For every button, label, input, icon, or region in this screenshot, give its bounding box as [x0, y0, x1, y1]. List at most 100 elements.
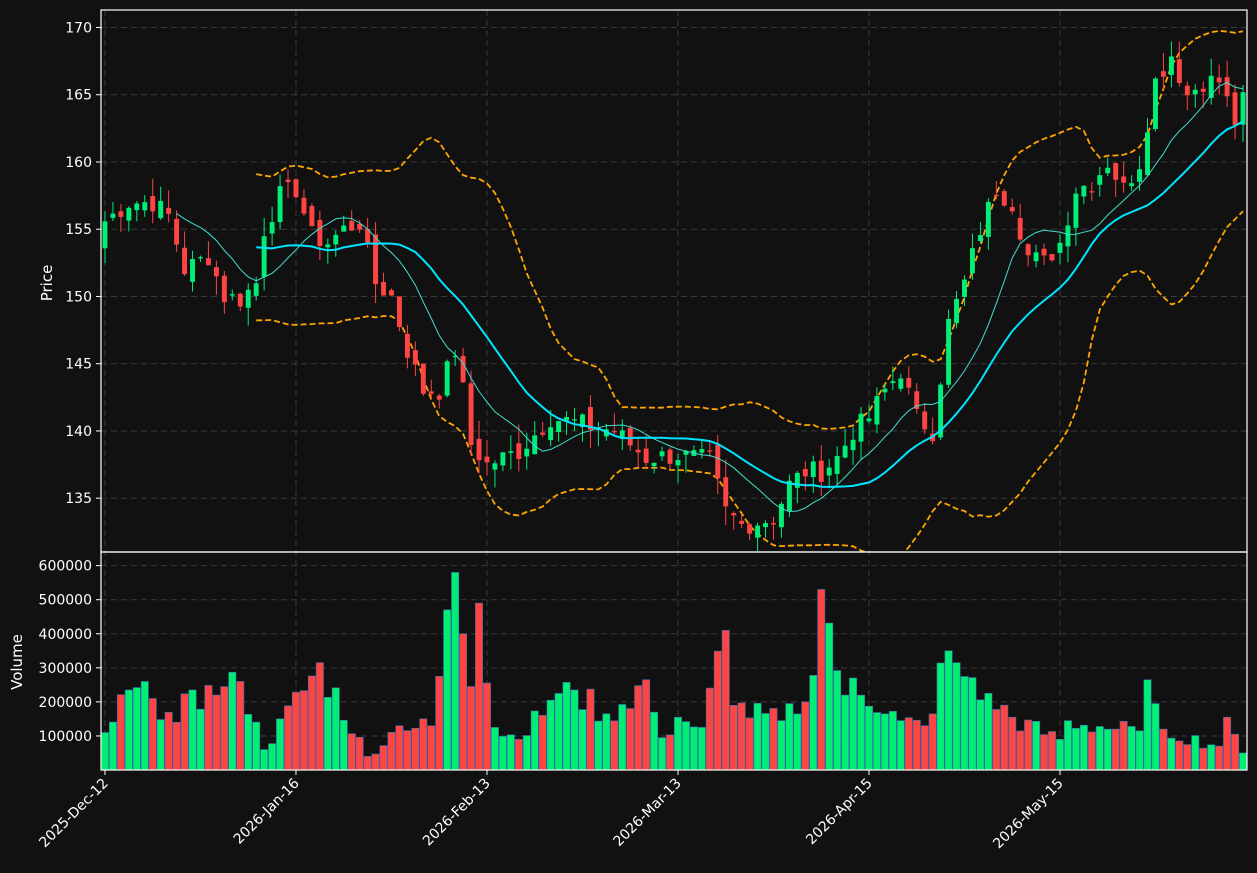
volume-bar	[483, 682, 491, 771]
candle-body	[1081, 185, 1087, 197]
volume-bar	[132, 687, 141, 771]
volume-tick-label: 500000	[39, 593, 92, 609]
volume-bar	[586, 688, 595, 771]
candle-body	[341, 225, 347, 232]
candle-body	[373, 234, 379, 285]
candle-body	[516, 443, 522, 459]
volume-bar	[124, 689, 133, 771]
volume-bar	[379, 745, 388, 771]
volume-bar	[721, 630, 730, 771]
candle-body	[850, 439, 856, 451]
candle-body	[786, 480, 792, 512]
candle-body	[810, 461, 816, 478]
volume-bar	[164, 712, 173, 771]
volume-bar	[228, 671, 237, 771]
volume-bar	[1040, 734, 1049, 771]
candle-body	[556, 421, 562, 433]
volume-bar	[578, 709, 587, 771]
volume-bar	[928, 713, 937, 771]
volume-bar	[220, 686, 229, 771]
candle-body	[396, 296, 402, 328]
candle-body	[1121, 176, 1127, 183]
candle-body	[1065, 225, 1071, 247]
volume-bar	[1159, 728, 1168, 771]
volume-bar	[865, 705, 873, 771]
candle-body	[524, 448, 530, 457]
volume-bar	[849, 677, 858, 771]
volume-bar	[809, 675, 818, 771]
volume-bar	[108, 721, 117, 771]
candle-body	[1145, 132, 1150, 176]
candle-body	[1216, 77, 1222, 83]
candle-body	[285, 179, 291, 183]
volume-bar	[140, 681, 149, 771]
candle-body	[468, 383, 474, 446]
candle-body	[938, 384, 944, 438]
candle-body	[508, 451, 514, 453]
candle-body	[1137, 169, 1143, 182]
volume-axis-label: Volume	[8, 634, 26, 690]
candle-body	[882, 388, 888, 393]
candle-body	[699, 449, 705, 453]
volume-bar	[857, 694, 865, 771]
volume-bar	[522, 735, 531, 771]
candle-body	[317, 219, 323, 246]
candle-body	[150, 196, 156, 212]
volume-bar	[260, 749, 269, 771]
candle-body	[404, 333, 410, 358]
candle-body	[659, 451, 665, 457]
candle-body	[1153, 78, 1158, 129]
candle-body	[460, 355, 466, 383]
volume-bar	[443, 609, 452, 771]
candle-body	[1033, 252, 1039, 262]
volume-bar	[1119, 721, 1128, 771]
candle-body	[166, 207, 172, 214]
candle-body	[158, 200, 164, 219]
short-ma-line	[176, 82, 1244, 513]
candle-body	[452, 355, 458, 358]
candle-body	[715, 444, 721, 479]
candle-body	[747, 524, 753, 534]
volume-bar	[244, 714, 253, 771]
volume-bar	[777, 720, 786, 771]
candle-body	[954, 298, 959, 324]
volume-bar	[284, 705, 292, 771]
candle-body	[277, 186, 283, 223]
volume-bar	[705, 687, 714, 771]
candle-body	[1073, 193, 1079, 228]
upper-band-line	[256, 29, 1244, 430]
candle-body	[102, 221, 108, 249]
candle-body	[1200, 88, 1206, 92]
volume-tick-label: 400000	[39, 627, 92, 643]
volume-bar	[530, 710, 539, 771]
volume-bar	[737, 702, 746, 771]
volume-bar	[347, 733, 356, 771]
candle-body	[436, 395, 442, 400]
candle-body	[237, 293, 243, 307]
candle-body	[707, 450, 713, 452]
candle-body	[906, 377, 912, 388]
volume-bar	[1191, 735, 1200, 771]
volume-bar	[992, 709, 1001, 771]
volume-bar	[307, 675, 316, 771]
candle-body	[914, 391, 920, 409]
candle-body	[842, 445, 848, 458]
bollinger-bands	[256, 29, 1244, 552]
volume-bar	[1111, 728, 1120, 771]
volume-bar	[292, 691, 300, 771]
candle-body	[1160, 71, 1166, 77]
moving-averages	[176, 82, 1244, 513]
candle-body	[985, 201, 991, 237]
candle-body	[428, 391, 434, 394]
candle-body	[1089, 191, 1095, 193]
candle-body	[922, 411, 928, 430]
volume-bar	[1056, 739, 1064, 771]
candle-body	[572, 419, 577, 421]
candle-body	[1184, 85, 1190, 96]
candle-body	[969, 248, 975, 274]
candle-body	[723, 477, 729, 507]
volume-bar	[1175, 740, 1184, 771]
long-ma-line	[256, 120, 1244, 488]
volume-bar	[498, 736, 507, 771]
volume-bar	[299, 690, 308, 771]
